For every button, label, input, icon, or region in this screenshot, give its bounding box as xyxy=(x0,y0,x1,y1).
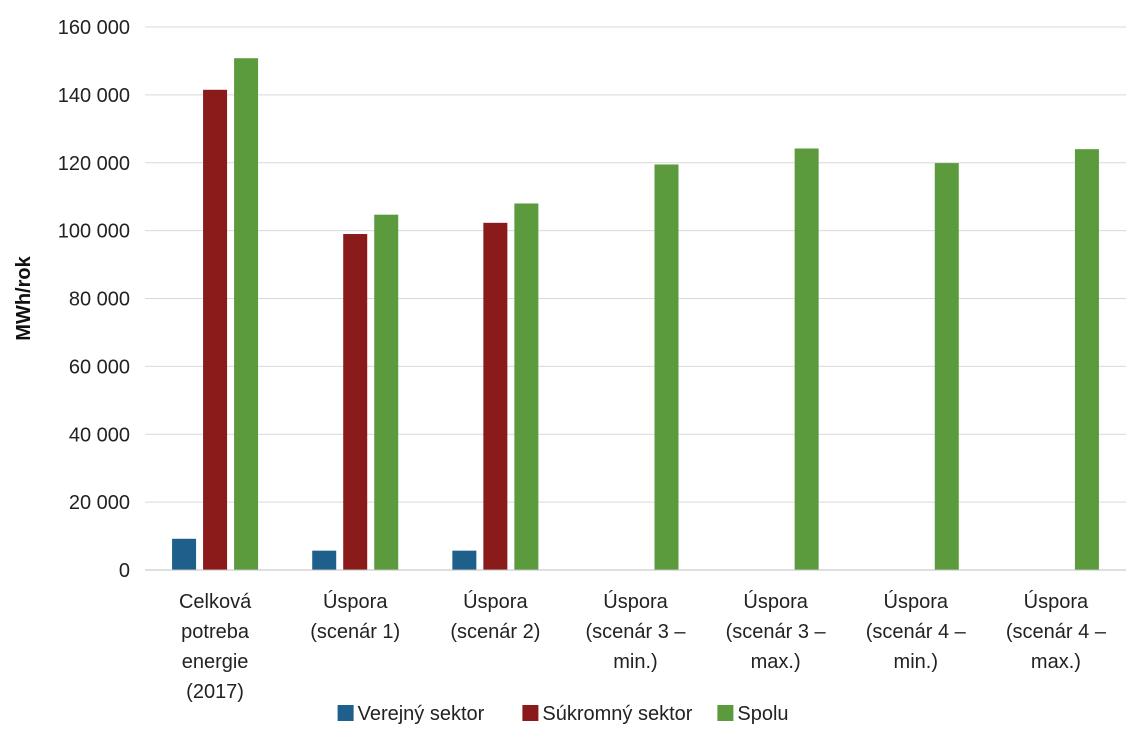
bar xyxy=(203,89,228,571)
x-category-label: Úspora (scenár 4 – max.) xyxy=(1006,590,1107,673)
bar xyxy=(514,203,539,570)
y-tick-label: 60 000 xyxy=(69,356,130,378)
bar xyxy=(934,163,959,571)
y-axis-label: MWh/rok xyxy=(13,255,35,340)
bar xyxy=(343,234,368,571)
bar xyxy=(172,538,197,570)
y-tick-label: 120 000 xyxy=(58,153,130,175)
y-tick-label: 160 000 xyxy=(58,17,130,39)
bar xyxy=(794,148,819,570)
bar xyxy=(374,214,399,570)
y-tick-label: 100 000 xyxy=(58,221,130,243)
legend-swatch xyxy=(717,705,734,721)
y-axis-ticks: 0 20 000 40 000 60 000 80 000 100 000 120 000 1… xyxy=(58,17,130,582)
legend-swatch xyxy=(337,705,354,721)
x-category-label: Úspora (scenár 1) xyxy=(310,590,400,643)
legend-swatch xyxy=(522,705,539,721)
y-tick-label: 20 000 xyxy=(69,492,130,514)
bar xyxy=(452,550,477,570)
bars xyxy=(172,58,1099,571)
legend-label: Súkromný sektor xyxy=(542,703,692,725)
x-category-label: Úspora (scenár 2) xyxy=(450,590,540,643)
legend-label: Spolu xyxy=(737,703,788,725)
legend: Verejný sektor Súkromný sektor Spolu xyxy=(337,703,789,725)
x-category-label: Úspora (scenár 4 – min.) xyxy=(866,590,967,673)
gridlines xyxy=(145,26,1126,503)
x-category-label: Úspora (scenár 3 – max.) xyxy=(726,590,827,673)
x-category-label: Celková potreba energie (2017) xyxy=(179,591,252,703)
bar xyxy=(483,222,508,570)
x-category-label: Úspora (scenár 3 – min.) xyxy=(585,590,686,673)
bar xyxy=(312,550,337,570)
y-tick-label: 0 xyxy=(119,560,130,582)
legend-label: Verejný sektor xyxy=(358,703,485,725)
y-tick-label: 80 000 xyxy=(69,289,130,311)
x-axis-categories: Celková potreba energie (2017) Úspora (scenár… xyxy=(179,590,1107,703)
y-tick-label: 40 000 xyxy=(69,424,130,446)
bar xyxy=(1074,149,1099,571)
bar xyxy=(234,58,259,570)
y-tick-label: 140 000 xyxy=(58,85,130,107)
bar xyxy=(654,164,679,570)
